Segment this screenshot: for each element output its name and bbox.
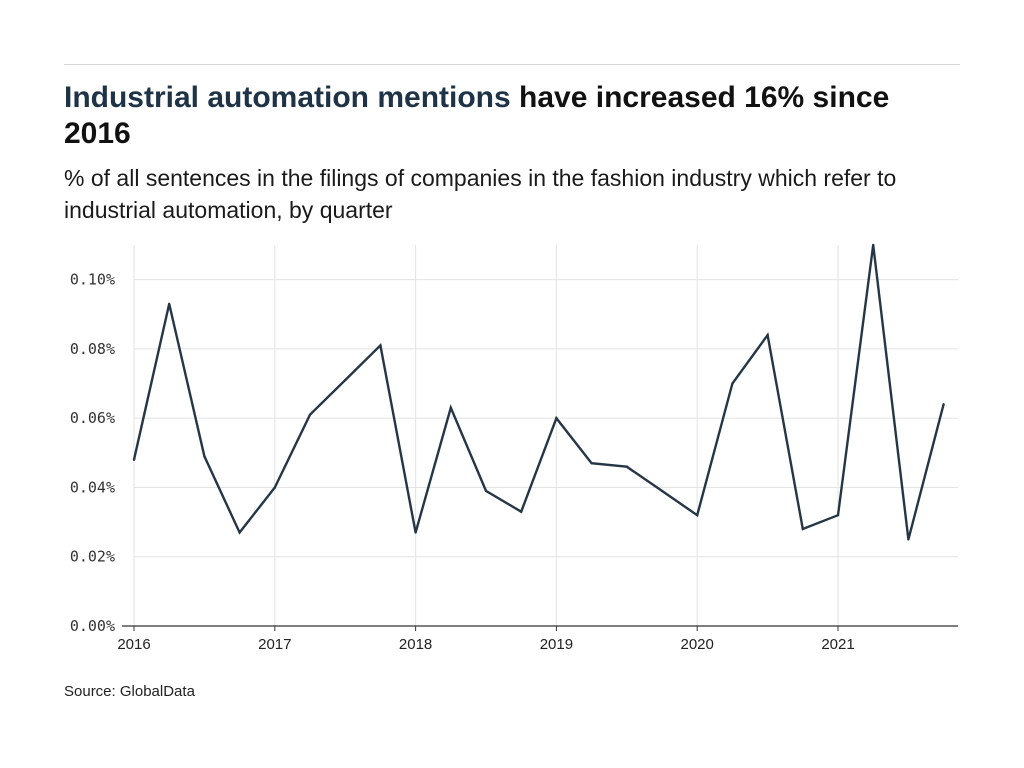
data-point: [696, 513, 699, 517]
data-point: [308, 413, 312, 416]
y-tick-label: 0.10%: [70, 271, 115, 289]
chart-title-rest: have increased 16% since 2016: [64, 81, 890, 150]
chart-subtitle: % of all sentences in the filings of com…: [64, 165, 897, 223]
x-tick-label: 2016: [117, 636, 150, 653]
data-point: [801, 527, 804, 531]
data-point: [731, 382, 734, 385]
data-point: [484, 489, 488, 493]
chart-title-highlight: Industrial automation mentions: [64, 81, 511, 114]
axes: 0.00% 0.02% 0.04% 0.06% 0.08% 0.10% 2016 2017 20…: [70, 271, 958, 653]
grid-lines: [133, 245, 958, 626]
data-point: [379, 344, 382, 347]
data-point: [836, 513, 840, 517]
data-point: [414, 531, 417, 534]
chart-title: Industrial automation mentions have incr…: [64, 80, 964, 152]
x-tick-label: 2018: [399, 636, 432, 653]
x-tick-label: 2019: [540, 636, 573, 653]
data-point: [520, 510, 523, 513]
data-point: [238, 531, 241, 534]
y-tick-label: 0.02%: [70, 548, 115, 566]
y-tick-label: 0.00%: [70, 617, 115, 635]
data-point: [344, 378, 347, 382]
data-point: [660, 489, 664, 493]
x-tick-label: 2021: [821, 636, 854, 653]
x-tick-label: 2020: [681, 636, 714, 653]
data-point: [132, 458, 136, 461]
top-divider: [64, 64, 960, 65]
data-point: [907, 538, 910, 541]
data-point: [766, 333, 769, 337]
series-layer: [132, 243, 945, 541]
x-tick-label: 2017: [258, 636, 291, 653]
y-tick-label: 0.08%: [70, 340, 115, 358]
data-point: [942, 403, 945, 406]
data-point: [449, 406, 452, 409]
y-tick-label: 0.04%: [70, 478, 115, 496]
data-point: [590, 462, 593, 465]
data-point: [872, 243, 875, 247]
data-point: [168, 302, 171, 306]
y-tick-label: 0.06%: [70, 409, 115, 427]
data-point: [203, 455, 206, 458]
series-line: [132, 244, 945, 540]
data-point: [625, 465, 628, 468]
source-note: Source: GlobalData: [64, 683, 195, 700]
data-point: [555, 416, 558, 420]
data-point: [273, 486, 276, 489]
